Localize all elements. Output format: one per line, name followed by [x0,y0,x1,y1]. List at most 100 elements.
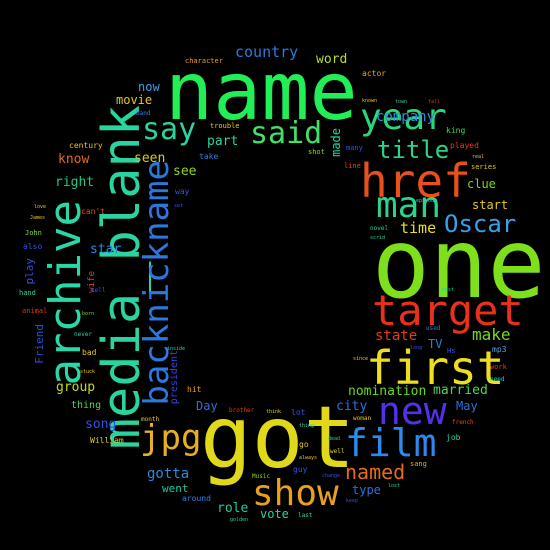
word-time: time [400,219,437,237]
word-named: named [345,460,406,484]
word-line: line [344,162,361,170]
word-novel: novel [370,225,389,232]
word-guy: guy [293,465,308,474]
word-long: long [410,345,423,351]
word-show: show [252,473,339,514]
word-also: also [23,242,43,251]
word-take: take [199,152,219,161]
word-dead: dead [328,436,341,442]
word-james: James [30,215,46,221]
word-country: country [235,43,299,61]
word-shot: shot [308,148,325,156]
word-character: character [185,57,223,65]
word-role: role [217,501,249,516]
word-stuck: stuck [80,369,96,375]
word-vote: vote [260,507,289,521]
word-say: say [142,112,197,147]
word-friend: Friend [33,324,46,364]
word-new: new [378,389,447,433]
word-married: married [433,383,488,398]
word-animal: animal [22,307,48,315]
word-play: play [23,258,36,285]
word-many: many [346,144,363,152]
word-best: best [442,287,455,293]
word-month: month [141,416,160,423]
word-href: href [360,154,471,208]
word-thing: thing [71,400,102,411]
word-year: year [360,97,447,138]
word-now: now [138,80,160,94]
word-can-t: can't [81,207,106,216]
word-state: state [375,328,418,344]
word-nomination: nomination [348,384,427,399]
word-think: think [266,409,282,415]
word-keep: keep [346,498,359,504]
word-music: Music [252,473,271,480]
word-went: went [162,482,189,495]
word-bad: bad [82,348,97,357]
word-oscar: Oscar [444,210,517,238]
word-city: city [336,399,368,414]
word-golden: golden [230,517,249,523]
word-film: film [345,421,437,465]
word-john: John [25,229,42,237]
word-may: May [456,399,478,413]
word-need: need [490,376,505,383]
word-never: never [74,331,93,338]
word-group: group [56,380,96,395]
word-love: love [34,204,47,210]
word-clue: clue [467,177,496,191]
word-way: way [175,187,190,196]
word-series: series [471,163,497,171]
word-trouble: trouble [210,122,240,130]
word-title: title [377,136,450,164]
word-star: star [90,242,122,257]
word-song: song [85,417,117,432]
word-one: one [372,208,546,320]
word-episode: episode [416,198,438,204]
word-made: made [329,128,343,157]
word-hit: hit [187,385,202,394]
word-make: make [472,325,511,344]
word-go: go [299,440,309,449]
word-first: first [366,341,505,395]
word-gotta: gotta [147,466,190,482]
word-archive: archive [40,200,91,386]
word-band: band [136,110,151,117]
word-set: set [174,203,184,209]
word-said: said [250,116,323,151]
word-inside: inside [167,346,186,352]
word-man: man [376,185,442,226]
word-always: always [299,455,318,461]
word-target: target [372,286,524,335]
word-word: word [316,52,348,67]
word-actor: actor [362,69,387,78]
word-got: got [200,388,356,488]
word-used: used [426,325,441,332]
word-known: known [362,98,378,104]
word-day: Day [196,399,218,413]
word-william: William [90,436,124,445]
word-town: town [395,99,408,105]
word-right: right [55,175,95,190]
word-see: see [173,164,197,179]
word-born: born [82,311,95,317]
word-last: last [298,512,313,519]
word-type: type [352,483,381,497]
word-french: french [452,419,474,426]
word-fall: fall [428,99,441,105]
word-work: work [490,363,507,371]
word-part: part [207,134,239,149]
word-president: president [169,350,180,405]
word-king: king [446,126,466,135]
word-sang: sang [410,460,427,468]
word-lot: lot [291,408,306,417]
word-brother: brother [229,407,255,414]
word-jpg: jpg [140,418,202,458]
word-lost: lost [388,483,401,489]
word-hs: Hs [447,347,456,355]
word-job: job [446,433,461,442]
word-played: played [450,141,479,150]
word-around: around [182,494,211,503]
